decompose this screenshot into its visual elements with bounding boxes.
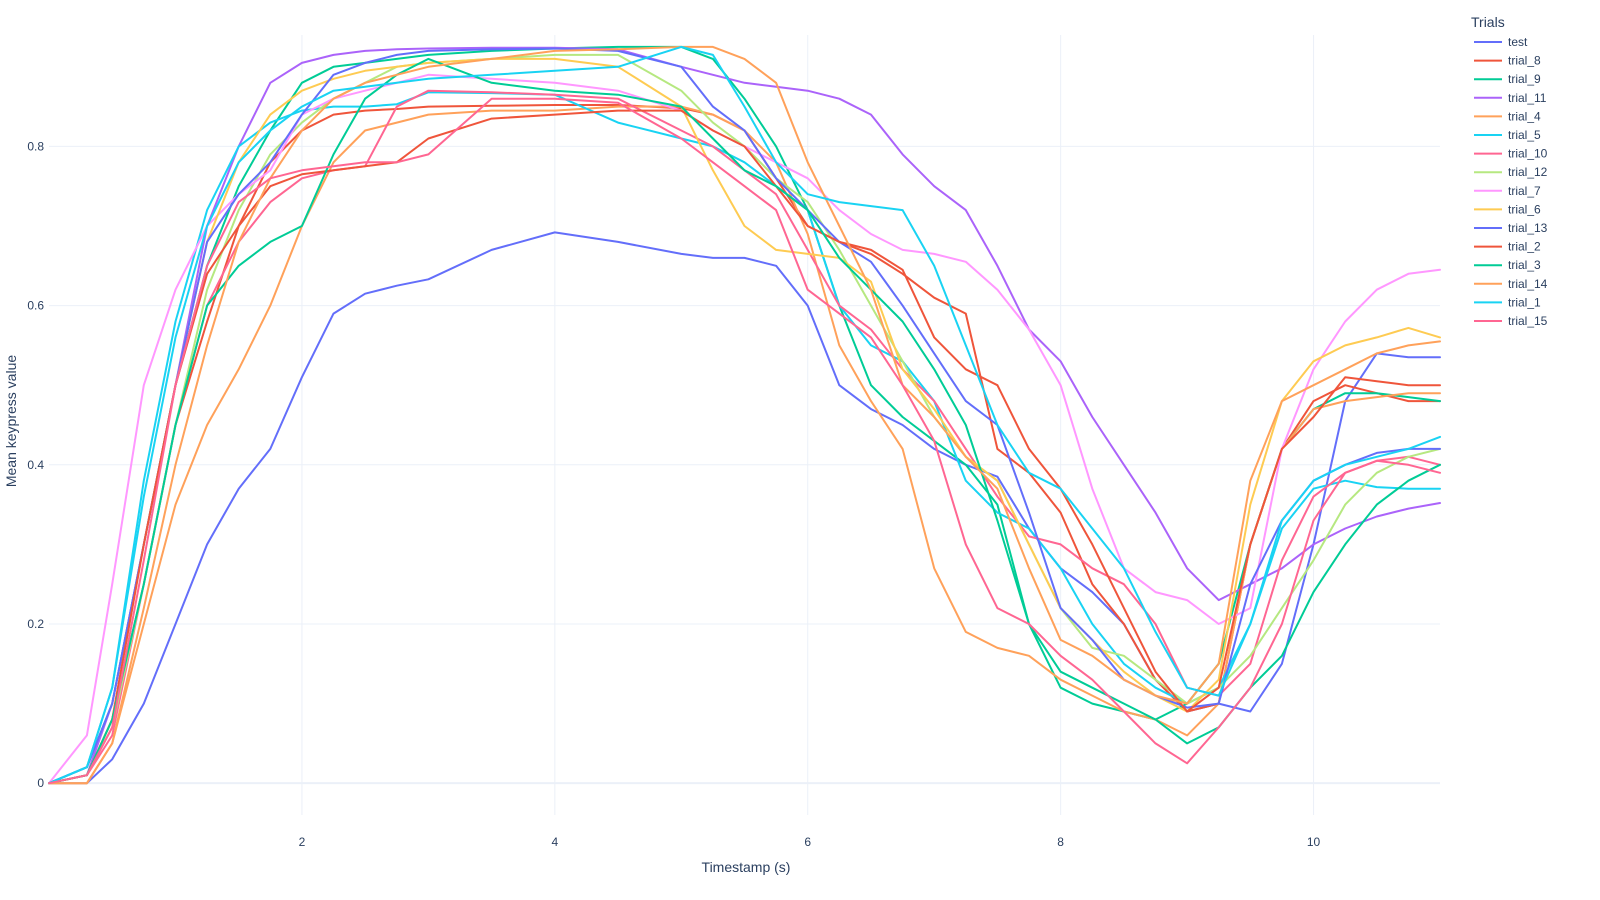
- series-line-trial-13: [48, 47, 1441, 785]
- legend-item-trial-9[interactable]: trial_9: [1474, 72, 1541, 86]
- y-tick-label: 0.2: [27, 617, 44, 631]
- x-tick-label: 10: [1307, 835, 1321, 849]
- series-lines: [48, 45, 1441, 785]
- legend-label: trial_5: [1508, 128, 1541, 142]
- legend-item-trial-13[interactable]: trial_13: [1474, 221, 1548, 235]
- legend-label: trial_9: [1508, 72, 1541, 86]
- legend-item-trial-14[interactable]: trial_14: [1474, 277, 1548, 291]
- legend-label: trial_6: [1508, 202, 1541, 216]
- legend-label: trial_2: [1508, 240, 1541, 254]
- legend-item-trial-5[interactable]: trial_5: [1474, 128, 1541, 142]
- legend-item-trial-8[interactable]: trial_8: [1474, 54, 1541, 68]
- y-tick-label: 0: [37, 776, 44, 790]
- series-line-trial-15: [48, 97, 1441, 785]
- x-tick-label: 6: [804, 835, 811, 849]
- legend-label: trial_15: [1508, 314, 1548, 328]
- series-line-trial-4: [48, 105, 1441, 785]
- series-line-trial-14: [48, 45, 1441, 785]
- series-line-trial-9: [48, 45, 1441, 785]
- legend-item-trial-7[interactable]: trial_7: [1474, 184, 1541, 198]
- legend-label: trial_7: [1508, 184, 1541, 198]
- legend-label: trial_12: [1508, 165, 1548, 179]
- legend-item-trial-11[interactable]: trial_11: [1474, 91, 1547, 105]
- series-line-trial-11: [48, 46, 1441, 785]
- grid-lines: [49, 35, 1440, 815]
- x-tick-label: 8: [1057, 835, 1064, 849]
- y-tick-label: 0.8: [27, 139, 44, 153]
- legend: test trial_8 trial_9 trial_11 trial_4 trial_5…: [1474, 35, 1548, 328]
- legend-item-trial-3[interactable]: trial_3: [1474, 258, 1541, 272]
- x-tick-label: 2: [299, 835, 306, 849]
- series-line-trial-5: [48, 91, 1441, 785]
- legend-label: trial_14: [1508, 277, 1548, 291]
- legend-item-trial-10[interactable]: trial_10: [1474, 147, 1548, 161]
- legend-item-trial-6[interactable]: trial_6: [1474, 202, 1541, 216]
- legend-label: trial_13: [1508, 221, 1548, 235]
- series-line-trial-1: [48, 45, 1441, 785]
- y-tick-label: 0.6: [27, 299, 44, 313]
- y-axis-ticks: 0 0.2 0.4 0.6 0.8: [27, 139, 44, 790]
- legend-label: trial_11: [1508, 91, 1547, 105]
- series-line-trial-12: [48, 53, 1441, 785]
- legend-item-trial-15[interactable]: trial_15: [1474, 314, 1548, 328]
- legend-label: trial_10: [1508, 147, 1548, 161]
- legend-label: trial_1: [1508, 295, 1541, 309]
- series-line-test: [48, 231, 1441, 785]
- x-axis-title: Timestamp (s): [702, 859, 791, 875]
- x-tick-label: 4: [551, 835, 558, 849]
- legend-label: trial_8: [1508, 54, 1541, 68]
- series-line-trial-7: [48, 73, 1441, 785]
- legend-item-trial-1[interactable]: trial_1: [1474, 295, 1541, 309]
- legend-item-trial-2[interactable]: trial_2: [1474, 240, 1541, 254]
- y-tick-label: 0.4: [27, 458, 44, 472]
- legend-label: test: [1508, 35, 1528, 49]
- y-axis-title: Mean keypress value: [3, 355, 19, 488]
- legend-item-trial-4[interactable]: trial_4: [1474, 109, 1541, 123]
- x-axis-ticks: 2 4 6 8 10: [299, 835, 1321, 849]
- series-line-trial-6: [48, 57, 1441, 785]
- legend-label: trial_3: [1508, 258, 1541, 272]
- legend-item-trial-12[interactable]: trial_12: [1474, 165, 1548, 179]
- legend-title: Trials: [1471, 14, 1505, 30]
- legend-label: trial_4: [1508, 109, 1541, 123]
- legend-item-test[interactable]: test: [1474, 35, 1528, 49]
- series-line-trial-10: [48, 89, 1441, 785]
